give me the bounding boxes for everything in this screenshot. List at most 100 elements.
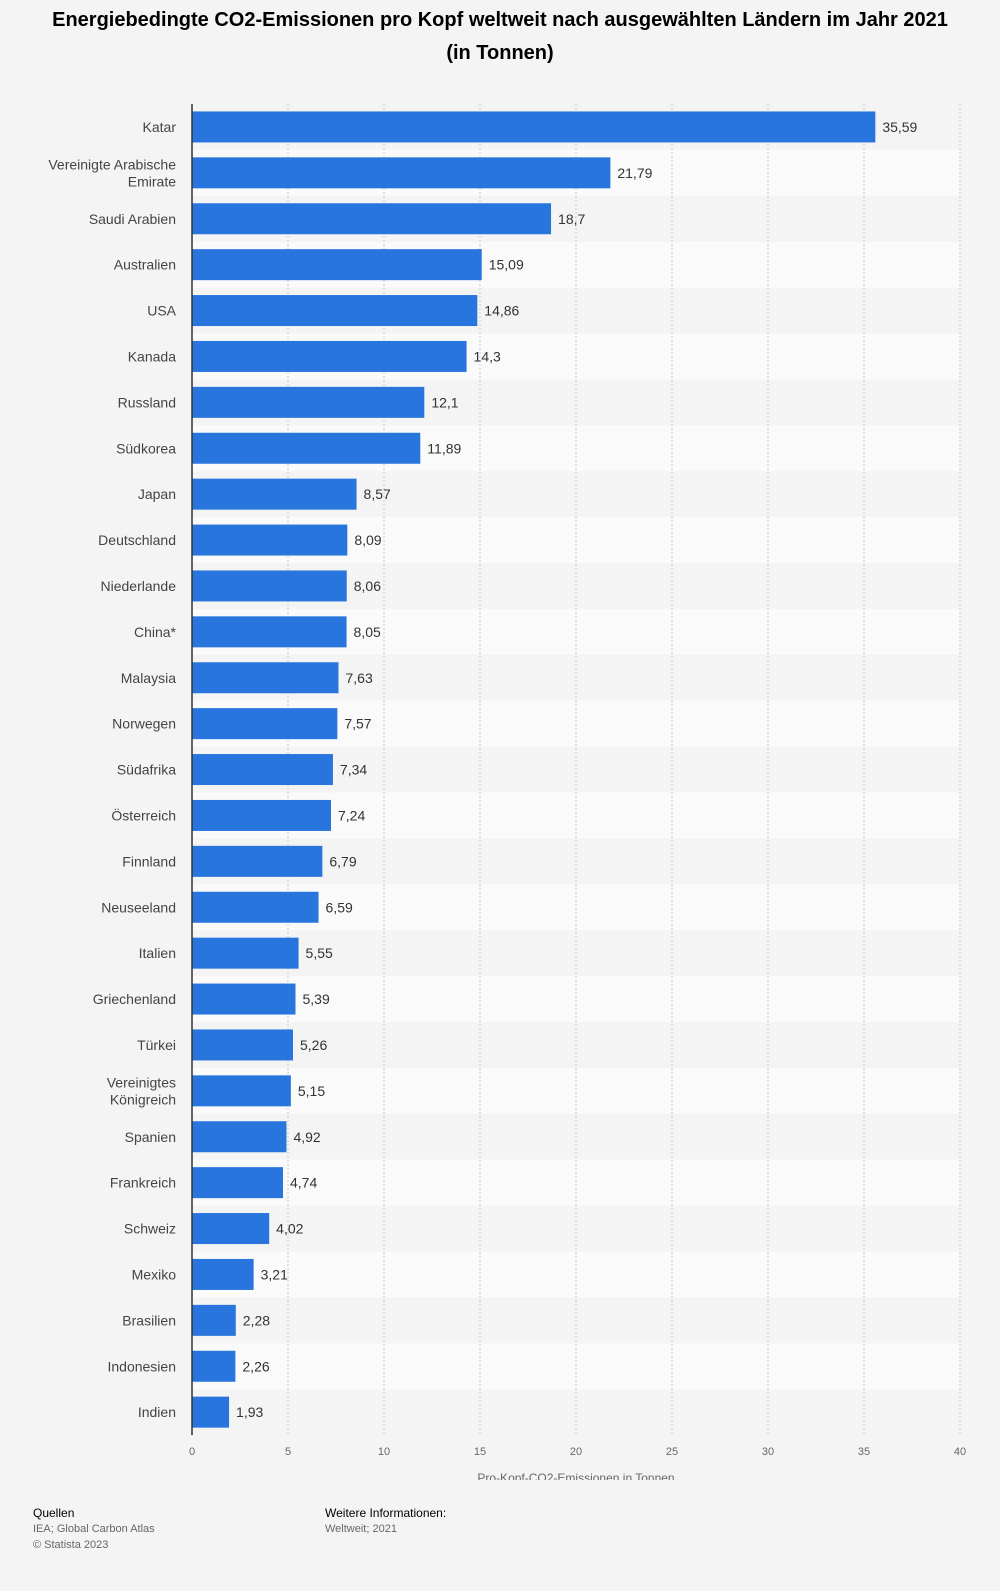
bar bbox=[192, 1304, 236, 1336]
bar bbox=[192, 111, 876, 143]
x-tick-label: 10 bbox=[378, 1446, 390, 1458]
bar bbox=[192, 524, 348, 556]
chart-title: Energiebedingte CO2-Emissionen pro Kopf … bbox=[52, 9, 948, 64]
bar bbox=[192, 203, 552, 235]
bar bbox=[192, 754, 333, 786]
row-band bbox=[192, 1251, 960, 1298]
bar bbox=[192, 662, 339, 694]
value-label: 3,21 bbox=[261, 1266, 288, 1282]
category-label: Italien bbox=[139, 945, 176, 961]
x-tick-label: 0 bbox=[189, 1446, 195, 1458]
category-label: USA bbox=[147, 303, 176, 319]
x-tick-label: 15 bbox=[474, 1446, 486, 1458]
more-info-block: Weitere Informationen: Weltweit; 2021 bbox=[325, 1505, 446, 1537]
x-tick-labels: 0 5 10 15 20 25 30 35 40 bbox=[189, 1446, 966, 1458]
category-label: Türkei bbox=[137, 1037, 176, 1053]
category-label: Spanien bbox=[125, 1129, 176, 1145]
x-tick-label: 30 bbox=[762, 1446, 774, 1458]
value-label: 14,86 bbox=[484, 303, 519, 319]
value-label: 14,3 bbox=[474, 348, 501, 364]
row-band bbox=[192, 1343, 960, 1390]
value-label: 8,06 bbox=[354, 578, 381, 594]
value-label: 5,26 bbox=[300, 1037, 327, 1053]
x-tick-label: 25 bbox=[666, 1446, 678, 1458]
category-label: Russland bbox=[118, 394, 176, 410]
value-label: 4,02 bbox=[276, 1221, 303, 1237]
sources-line-1: IEA; Global Carbon Atlas bbox=[33, 1523, 155, 1535]
value-label: 5,15 bbox=[298, 1083, 325, 1099]
category-label: Indonesien bbox=[107, 1358, 176, 1374]
bar bbox=[192, 295, 478, 327]
bar bbox=[192, 1213, 270, 1245]
value-label: 5,39 bbox=[302, 991, 329, 1007]
x-tick-label: 5 bbox=[285, 1446, 291, 1458]
bar bbox=[192, 249, 482, 281]
category-label: China* bbox=[134, 624, 177, 640]
category-label: Brasilien bbox=[122, 1312, 176, 1328]
value-label: 11,89 bbox=[427, 440, 461, 456]
category-label: Norwegen bbox=[112, 716, 176, 732]
category-label: Neuseeland bbox=[101, 899, 176, 915]
bar bbox=[192, 891, 319, 923]
bars bbox=[192, 111, 876, 1428]
bar bbox=[192, 570, 347, 602]
value-label: 8,09 bbox=[354, 532, 381, 548]
bar bbox=[192, 1258, 254, 1290]
bar bbox=[192, 432, 421, 464]
x-tick-label: 35 bbox=[858, 1446, 870, 1458]
category-label: Saudi Arabien bbox=[89, 211, 176, 227]
value-label: 7,24 bbox=[338, 807, 365, 823]
row-band bbox=[192, 884, 960, 931]
value-labels: 35,59 21,79 18,7 15,09 14,86 14,3 12,1 11,89 8,5… bbox=[236, 119, 918, 1420]
category-label: Niederlande bbox=[101, 578, 177, 594]
category-label: Australien bbox=[114, 257, 176, 273]
bar bbox=[192, 157, 611, 189]
value-label: 1,93 bbox=[236, 1404, 263, 1420]
bar bbox=[192, 616, 347, 648]
bar bbox=[192, 1396, 230, 1428]
category-label: Schweiz bbox=[124, 1221, 176, 1237]
category-label: Südkorea bbox=[116, 440, 176, 456]
category-label: Südafrika bbox=[117, 762, 176, 778]
more-info-line-1: Weltweit; 2021 bbox=[325, 1523, 397, 1535]
value-label: 7,57 bbox=[344, 716, 371, 732]
category-label: Kanada bbox=[128, 348, 176, 364]
bar bbox=[192, 386, 425, 418]
value-label: 4,74 bbox=[290, 1175, 317, 1191]
bar bbox=[192, 799, 332, 831]
category-label: Mexiko bbox=[132, 1266, 177, 1282]
value-label: 15,09 bbox=[489, 257, 524, 273]
copyright: © Statista 2023 bbox=[33, 1539, 109, 1551]
value-label: 5,55 bbox=[306, 945, 333, 961]
bar bbox=[192, 1350, 236, 1382]
bar bbox=[192, 478, 357, 510]
category-label: Indien bbox=[138, 1404, 176, 1420]
value-label: 2,28 bbox=[243, 1312, 270, 1328]
sources-block: Quellen IEA; Global Carbon Atlas © Stati… bbox=[33, 1505, 155, 1553]
bar bbox=[192, 1167, 284, 1199]
row-band bbox=[192, 976, 960, 1022]
category-labels: Katar Vereinigte Arabische Emirate Saudi Ar… bbox=[48, 119, 176, 1420]
value-label: 21,79 bbox=[617, 165, 652, 181]
bar bbox=[192, 1121, 287, 1153]
more-info-title: Weitere Informationen: bbox=[325, 1506, 447, 1520]
category-label: Japan bbox=[138, 486, 176, 502]
value-label: 8,05 bbox=[354, 624, 381, 640]
category-label: Vereinigtes Königreich bbox=[107, 1074, 176, 1107]
category-label: Vereinigte Arabische Emirate bbox=[48, 156, 176, 189]
value-label: 4,92 bbox=[293, 1129, 320, 1145]
value-label: 12,1 bbox=[431, 394, 458, 410]
category-label: Österreich bbox=[111, 806, 176, 823]
bar bbox=[192, 1075, 291, 1107]
category-label: Griechenland bbox=[93, 991, 176, 1007]
bar-chart: Katar Vereinigte Arabische Emirate Saudi Ar… bbox=[48, 104, 966, 1480]
x-axis-title: Pro-Kopf-CO2-Emissionen in Tonnen bbox=[477, 1471, 674, 1480]
value-label: 7,63 bbox=[345, 670, 372, 686]
sources-title: Quellen bbox=[33, 1506, 75, 1520]
value-label: 2,26 bbox=[242, 1358, 269, 1374]
category-label: Malaysia bbox=[121, 670, 176, 686]
bar bbox=[192, 983, 296, 1015]
value-label: 6,79 bbox=[329, 853, 356, 869]
category-label: Finnland bbox=[122, 853, 176, 869]
category-label: Deutschland bbox=[98, 532, 176, 548]
